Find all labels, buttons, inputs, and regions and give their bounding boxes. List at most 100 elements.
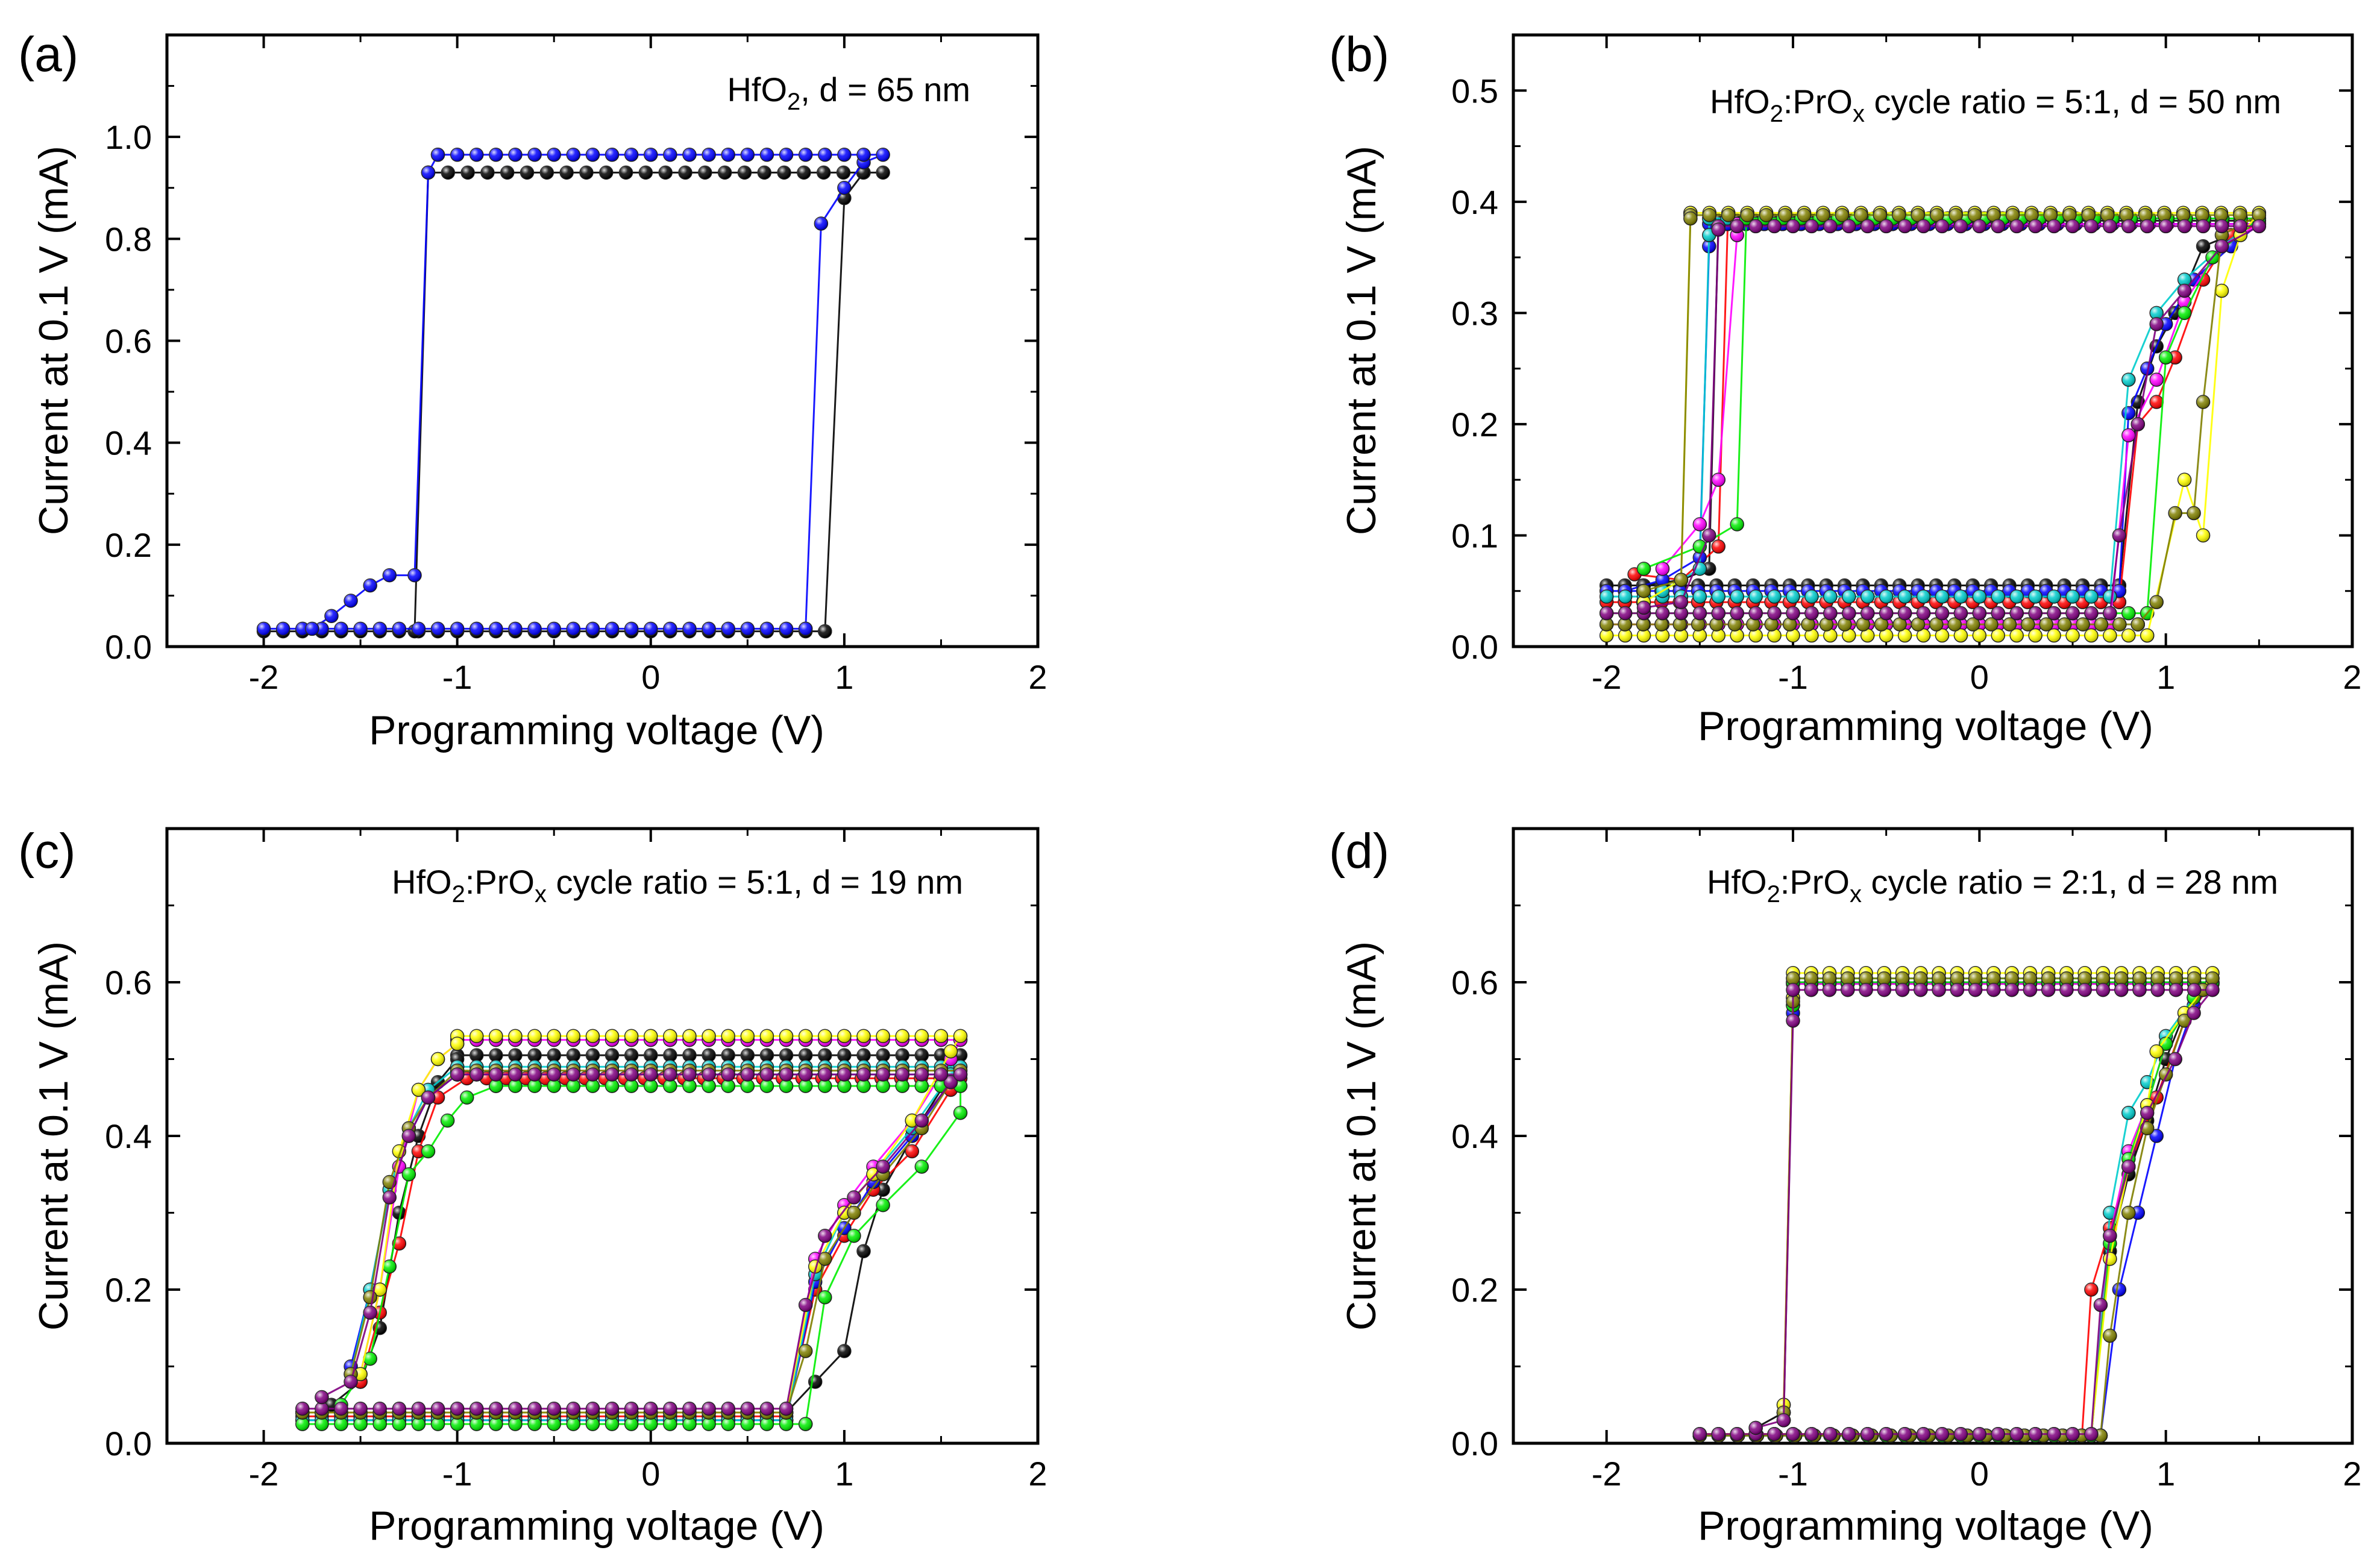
x-tick-label: 0: [641, 658, 660, 696]
data-point-highlight: [1730, 629, 1744, 642]
data-point-highlight: [779, 1417, 793, 1431]
data-point-highlight: [1842, 629, 1856, 642]
data-point-highlight: [412, 1083, 425, 1097]
data-point-highlight: [934, 1068, 948, 1081]
data-point-highlight: [2187, 971, 2201, 985]
data-point-highlight: [1683, 212, 1697, 225]
data-point-highlight: [431, 1091, 445, 1105]
data-point-highlight: [663, 1068, 677, 1081]
series-line: [302, 1039, 962, 1414]
data-point-highlight: [1797, 208, 1811, 222]
data-point-highlight: [489, 1417, 503, 1431]
data-point-highlight: [461, 166, 475, 180]
data-point-highlight: [1712, 1427, 1725, 1441]
data-point-highlight: [2114, 971, 2128, 985]
data-point-highlight: [2140, 1106, 2154, 1120]
data-point-highlight: [2234, 219, 2247, 233]
data-point-highlight: [896, 1029, 909, 1043]
data-point-highlight: [1730, 589, 1744, 603]
data-point-highlight: [450, 1037, 464, 1050]
data-point-highlight: [2103, 219, 2117, 233]
data-point-highlight: [1854, 208, 1868, 222]
data-point-highlight: [663, 1029, 677, 1043]
data-point-highlight: [741, 622, 755, 636]
data-point-highlight: [644, 1402, 658, 1416]
data-point-highlight: [469, 1417, 483, 1431]
data-point-highlight: [276, 622, 290, 636]
data-point-highlight: [392, 1417, 406, 1431]
y-tick-label: 0.4: [1451, 183, 1498, 221]
data-point-highlight: [528, 1068, 542, 1081]
data-point-highlight: [363, 1352, 377, 1366]
data-point-highlight: [915, 1029, 929, 1043]
data-point-highlight: [509, 1079, 522, 1093]
data-point-highlight: [2059, 971, 2073, 985]
data-point-highlight: [837, 191, 851, 205]
data-point-highlight: [1786, 629, 1800, 642]
data-point-highlight: [1898, 1427, 1912, 1441]
data-point-highlight: [721, 148, 735, 162]
data-point-highlight: [1637, 629, 1651, 642]
data-point-highlight: [431, 1052, 445, 1066]
data-point-highlight: [683, 1049, 696, 1062]
data-point-highlight: [702, 1402, 716, 1416]
data-point-highlight: [721, 1068, 735, 1081]
data-point-highlight: [1730, 606, 1744, 620]
data-point-highlight: [1954, 1427, 1968, 1441]
data-point-highlight: [1768, 219, 1782, 233]
data-point-highlight: [1618, 589, 1632, 603]
data-point-highlight: [509, 148, 522, 162]
data-point-highlight: [1786, 219, 1800, 233]
data-point-highlight: [1804, 983, 1818, 997]
data-point-highlight: [469, 1068, 483, 1081]
data-point-highlight: [2047, 589, 2061, 603]
plot-frame: [165, 33, 1040, 648]
data-point-highlight: [1712, 629, 1725, 642]
data-point-highlight: [2112, 618, 2126, 632]
data-point-highlight: [2169, 983, 2183, 997]
data-point-highlight: [644, 1079, 658, 1093]
data-point-highlight: [2010, 1427, 2024, 1441]
data-point-highlight: [915, 1049, 929, 1062]
data-point-highlight: [1935, 219, 1949, 233]
data-point-highlight: [469, 622, 483, 636]
annotation: HfO2, d = 65 nm: [727, 71, 970, 115]
data-point-highlight: [402, 1129, 416, 1143]
x-tick-label: 1: [2156, 658, 2175, 696]
data-point-highlight: [818, 1029, 832, 1043]
data-point-highlight: [2005, 971, 2019, 985]
data-point-highlight: [1804, 589, 1818, 603]
data-point-highlight: [1674, 595, 1688, 609]
data-point-highlight: [509, 1417, 522, 1431]
data-point-highlight: [2121, 373, 2135, 387]
data-point-highlight: [2121, 1160, 2135, 1173]
data-point-highlight: [373, 1283, 387, 1296]
y-tick-label: 1.0: [105, 118, 152, 156]
data-point-highlight: [1823, 606, 1837, 620]
panel-label: (a): [18, 27, 78, 82]
data-point-highlight: [905, 1114, 919, 1127]
data-point-highlight: [721, 1029, 735, 1043]
data-point-highlight: [698, 166, 712, 180]
data-point-highlight: [2132, 971, 2146, 985]
data-point-highlight: [915, 1160, 929, 1173]
data-point-highlight: [509, 1068, 522, 1081]
data-point-highlight: [2121, 1206, 2135, 1220]
data-point-highlight: [2084, 1427, 2098, 1441]
data-point-highlight: [1600, 589, 1613, 603]
data-point-highlight: [876, 166, 890, 180]
data-point-highlight: [528, 622, 542, 636]
x-tick-label: -2: [249, 1455, 279, 1493]
data-point-highlight: [2159, 219, 2173, 233]
data-point-highlight: [509, 1049, 522, 1062]
data-point-highlight: [363, 579, 377, 592]
data-point-highlight: [702, 148, 716, 162]
data-point-highlight: [1730, 518, 1744, 531]
data-point-highlight: [799, 1068, 812, 1081]
data-point-highlight: [1911, 208, 1925, 222]
data-point-highlight: [1600, 618, 1613, 632]
data-point-highlight: [1914, 983, 1927, 997]
data-point-highlight: [857, 1029, 870, 1043]
data-point-highlight: [741, 1402, 755, 1416]
data-point-highlight: [1712, 539, 1725, 553]
